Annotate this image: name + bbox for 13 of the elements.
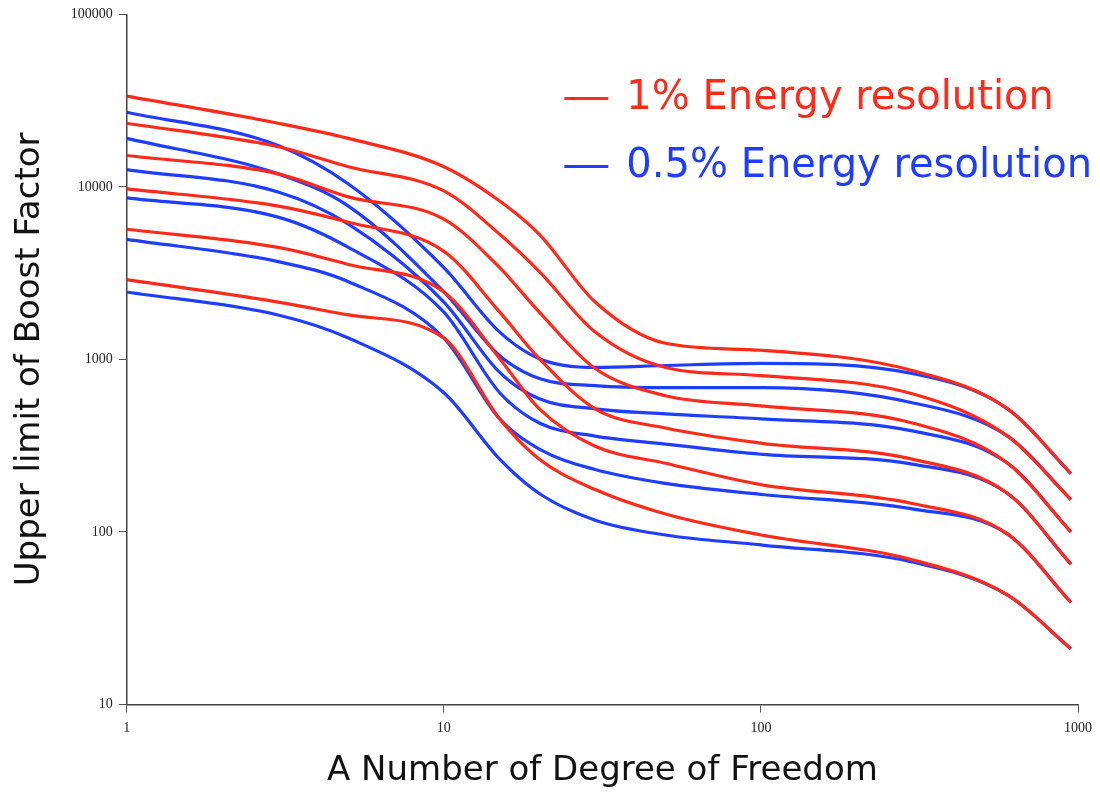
y-tick-label: 100000 — [70, 6, 113, 22]
y-tick-label: 100 — [91, 523, 113, 539]
x-tick-label: 1000 — [1064, 720, 1092, 736]
y-tick-label: 10 — [98, 696, 113, 712]
legend-label: 1% Energy resolution — [626, 71, 1054, 118]
y-axis-title: Upper limit of Boost Factor — [7, 132, 48, 587]
x-tick-label: 10 — [436, 720, 451, 736]
x-tick-label: 1 — [123, 720, 131, 736]
x-axis-title: A Number of Degree of Freedom — [326, 748, 878, 789]
legend-label: 0.5% Energy resolution — [626, 139, 1093, 186]
y-tick-label: 1000 — [84, 351, 113, 367]
y-tick-label: 10000 — [77, 178, 113, 194]
x-tick-label: 100 — [750, 720, 772, 736]
